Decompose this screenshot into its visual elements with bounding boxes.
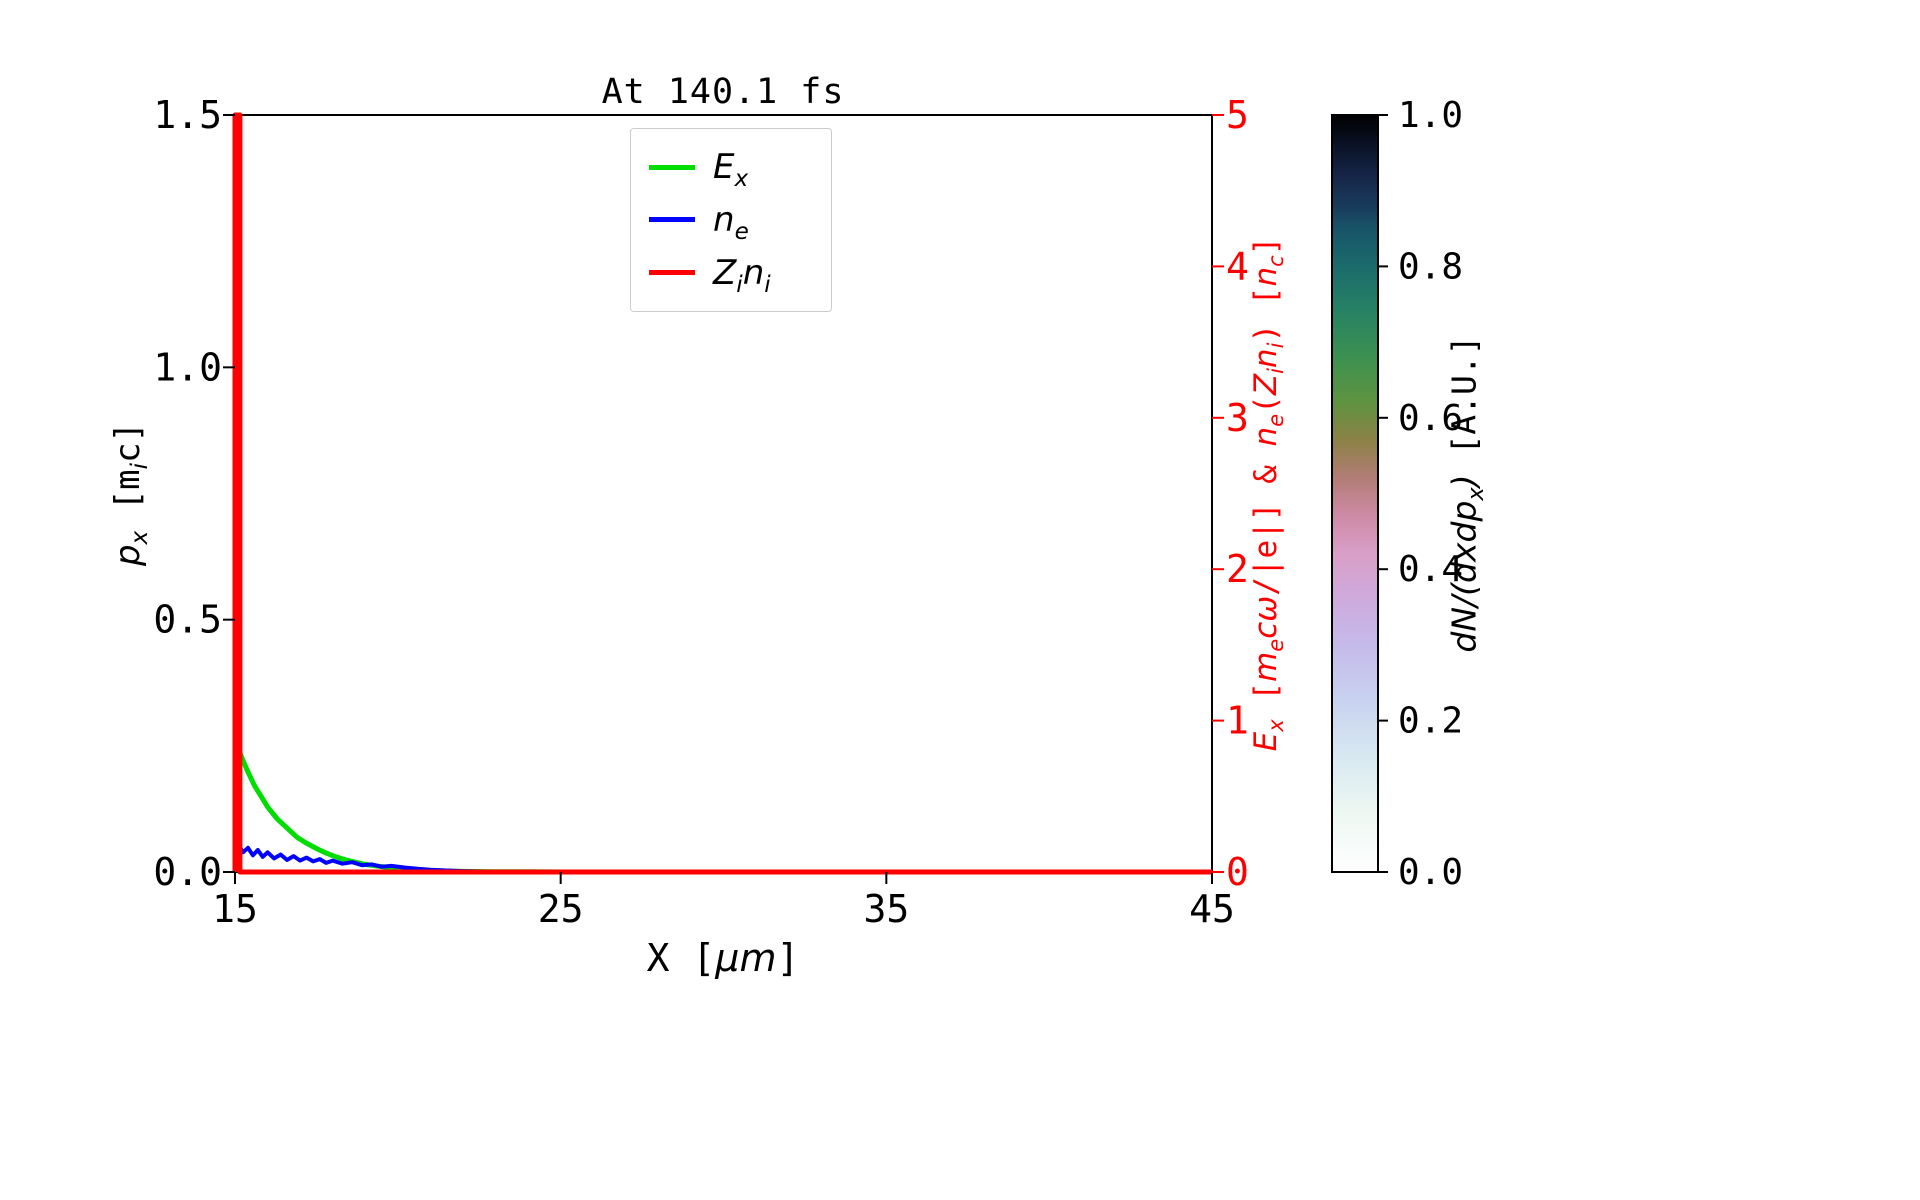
colorbar bbox=[1331, 114, 1379, 873]
plot-title: At 140.1 fs bbox=[601, 72, 845, 112]
series-line-n_e bbox=[233, 826, 1212, 874]
colorbar-tick-label: 1.0 bbox=[1398, 95, 1463, 136]
y-left-tick-label: 1.5 bbox=[153, 93, 222, 137]
y-axis-right-label: Ex [mecω/|e|] & ne(Zini) [nc] bbox=[1248, 236, 1289, 752]
y-left-tick-label: 0.5 bbox=[153, 598, 222, 642]
legend-entry-label: Zini bbox=[713, 252, 771, 298]
legend: Ex ne Zini bbox=[630, 128, 832, 312]
y-right-tick-label: 0 bbox=[1226, 850, 1249, 894]
colorbar-tick-label: 0.8 bbox=[1398, 246, 1463, 287]
legend-line-swatch bbox=[649, 217, 695, 223]
y-right-tick-label: 2 bbox=[1226, 547, 1249, 591]
legend-line-swatch bbox=[649, 164, 695, 170]
legend-line-swatch bbox=[649, 270, 695, 276]
y-right-tick-label: 5 bbox=[1226, 93, 1249, 137]
y-right-tick-label: 3 bbox=[1226, 396, 1249, 440]
y-axis-left-label: px [mic] bbox=[108, 421, 153, 567]
legend-entry-label: ne bbox=[713, 199, 749, 245]
colorbar-tick-label: 0.4 bbox=[1398, 549, 1463, 590]
legend-entry-Z_i n_i: Zini bbox=[649, 252, 813, 298]
colorbar-label: dN/(dxdpx) [A.U.] bbox=[1444, 335, 1490, 653]
x-tick-label: 35 bbox=[863, 887, 909, 931]
y-right-tick-label: 1 bbox=[1226, 699, 1249, 743]
colorbar-tick-label: 0.6 bbox=[1398, 398, 1463, 439]
y-left-tick-label: 0.0 bbox=[153, 850, 222, 894]
x-tick-label: 25 bbox=[538, 887, 584, 931]
colorbar-tick-label: 0.0 bbox=[1398, 852, 1463, 893]
x-tick-label: 45 bbox=[1189, 887, 1235, 931]
series-line-E_x bbox=[232, 737, 1212, 875]
legend-entry-n_e: ne bbox=[649, 199, 813, 245]
colorbar-tick-label: 0.2 bbox=[1398, 701, 1463, 742]
x-axis-label: X [μm] bbox=[646, 936, 800, 980]
y-right-tick-label: 4 bbox=[1226, 244, 1249, 288]
legend-entry-label: Ex bbox=[713, 147, 749, 193]
y-left-tick-label: 1.0 bbox=[153, 345, 222, 389]
x-tick-label: 15 bbox=[212, 887, 258, 931]
legend-entry-E_x: Ex bbox=[649, 147, 813, 193]
